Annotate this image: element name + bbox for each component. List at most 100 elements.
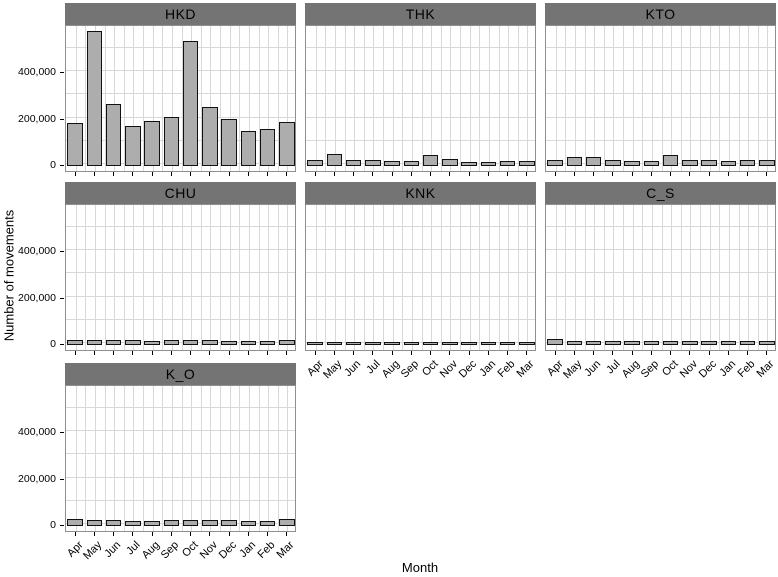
bar-C_S-Aug: [624, 341, 640, 345]
x-tick-label: Sep: [639, 358, 662, 381]
facet-strip: C_S: [545, 182, 776, 204]
x-axis-tick: [113, 351, 115, 355]
gridline-horizontal-minor: [546, 225, 775, 227]
x-axis-tick: [93, 351, 95, 355]
bar-CHU-Sep: [163, 340, 180, 345]
y-tick-label: 0: [50, 519, 56, 531]
x-axis-tick: [747, 351, 749, 355]
bar-KNK-Jan: [480, 342, 497, 345]
x-axis-tick: [132, 351, 134, 355]
bar-KNK-Mar: [519, 341, 535, 345]
gridline-vertical-minor: [162, 205, 164, 350]
x-axis-tick: [631, 172, 633, 176]
gridline-horizontal-minor: [306, 318, 535, 320]
gridline-vertical-major: [171, 26, 173, 171]
bar-K_O-Apr: [67, 519, 83, 526]
bar-K_O-May: [86, 520, 103, 526]
gridline-vertical-major: [594, 205, 596, 350]
bar-THK-Jun: [345, 160, 362, 166]
gridline-vertical-minor: [479, 205, 481, 350]
gridline-vertical-major: [450, 205, 452, 350]
bar-KNK-Apr: [307, 341, 323, 345]
x-axis-tick: [487, 172, 489, 176]
gridline-vertical-major: [114, 26, 116, 171]
facet-panel-THK: [305, 25, 536, 172]
gridline-vertical-major: [651, 26, 653, 171]
gridline-horizontal-minor: [306, 93, 535, 95]
gridline-vertical-minor: [277, 26, 279, 171]
gridline-vertical-major: [354, 205, 356, 350]
gridline-vertical-major: [431, 26, 433, 171]
bar-C_S-Jul: [605, 340, 621, 345]
bar-KTO-Feb: [739, 160, 756, 166]
bar-KTO-Apr: [547, 160, 563, 166]
gridline-horizontal-major: [306, 295, 535, 297]
gridline-horizontal-minor: [66, 318, 295, 320]
gridline-vertical-major: [133, 386, 135, 531]
x-axis-tick: [190, 172, 192, 176]
x-axis-tick: [113, 172, 115, 176]
gridline-vertical-minor: [200, 205, 202, 350]
y-axis-tick: [60, 72, 64, 73]
gridline-vertical-major: [133, 26, 135, 171]
gridline-vertical-major: [94, 205, 96, 350]
gridline-vertical-minor: [104, 205, 106, 350]
gridline-vertical-minor: [517, 26, 519, 171]
gridline-horizontal-major: [306, 163, 535, 164]
gridline-horizontal-major: [66, 523, 295, 524]
gridline-vertical-minor: [757, 205, 759, 350]
gridline-vertical-major: [248, 26, 250, 171]
x-axis-tick: [612, 172, 614, 176]
gridline-vertical-minor: [123, 386, 125, 531]
gridline-horizontal-major: [306, 116, 535, 118]
x-axis-tick: [353, 172, 355, 176]
gridline-vertical-major: [248, 205, 250, 350]
x-axis-tick: [689, 172, 691, 176]
bar-K_O-Aug: [144, 520, 160, 526]
x-tick-label: Feb: [255, 539, 278, 561]
gridline-vertical-major: [287, 205, 289, 350]
bar-KTO-Sep: [643, 160, 660, 166]
x-axis-tick: [190, 351, 192, 355]
x-axis-tick: [132, 172, 134, 176]
gridline-vertical-major: [373, 205, 375, 350]
gridline-vertical-minor: [220, 386, 221, 531]
x-axis-tick: [727, 172, 729, 176]
gridline-vertical-major: [469, 205, 471, 350]
facet-panel-CHU: [65, 204, 296, 351]
bar-THK-Oct: [422, 155, 439, 166]
x-tick-label: Dec: [456, 358, 480, 381]
x-axis-tick: [507, 172, 509, 176]
bar-CHU-Nov: [202, 340, 218, 345]
x-axis-tick: [151, 172, 153, 176]
gridline-horizontal-major: [66, 163, 295, 164]
x-tick-label: Jul: [124, 539, 143, 558]
gridline-vertical-major: [527, 205, 529, 350]
bar-THK-Dec: [461, 161, 477, 166]
x-tick-label: Jan: [237, 539, 259, 561]
x-axis-tick: [766, 172, 768, 176]
gridline-vertical-minor: [277, 386, 279, 531]
bar-CHU-Oct: [182, 340, 199, 345]
gridline-vertical-major: [210, 205, 212, 350]
bar-CHU-Jul: [125, 340, 141, 345]
gridline-vertical-major: [488, 205, 490, 350]
gridline-horizontal-major: [66, 295, 295, 297]
gridline-vertical-minor: [738, 205, 740, 350]
gridline-horizontal-minor: [306, 225, 535, 227]
gridline-vertical-major: [469, 26, 471, 171]
bar-KTO-May: [566, 156, 583, 166]
x-tick-label: Aug: [619, 358, 643, 381]
gridline-vertical-minor: [239, 26, 241, 171]
x-tick-label: Jan: [717, 358, 739, 380]
gridline-vertical-major: [334, 26, 336, 171]
x-tick-label: Jun: [582, 358, 604, 380]
bar-HKD-Dec: [221, 119, 237, 166]
facet-panel-K_O: [65, 385, 296, 532]
x-axis-tick: [113, 532, 115, 536]
facet-panel-HKD: [65, 25, 296, 172]
bar-K_O-Sep: [163, 520, 180, 526]
x-axis-tick: [554, 172, 556, 176]
bar-KNK-May: [326, 341, 343, 345]
x-tick-label: May: [561, 358, 585, 382]
